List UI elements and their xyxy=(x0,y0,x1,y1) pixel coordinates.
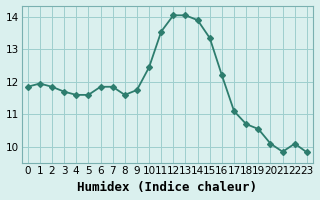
X-axis label: Humidex (Indice chaleur): Humidex (Indice chaleur) xyxy=(77,181,257,194)
